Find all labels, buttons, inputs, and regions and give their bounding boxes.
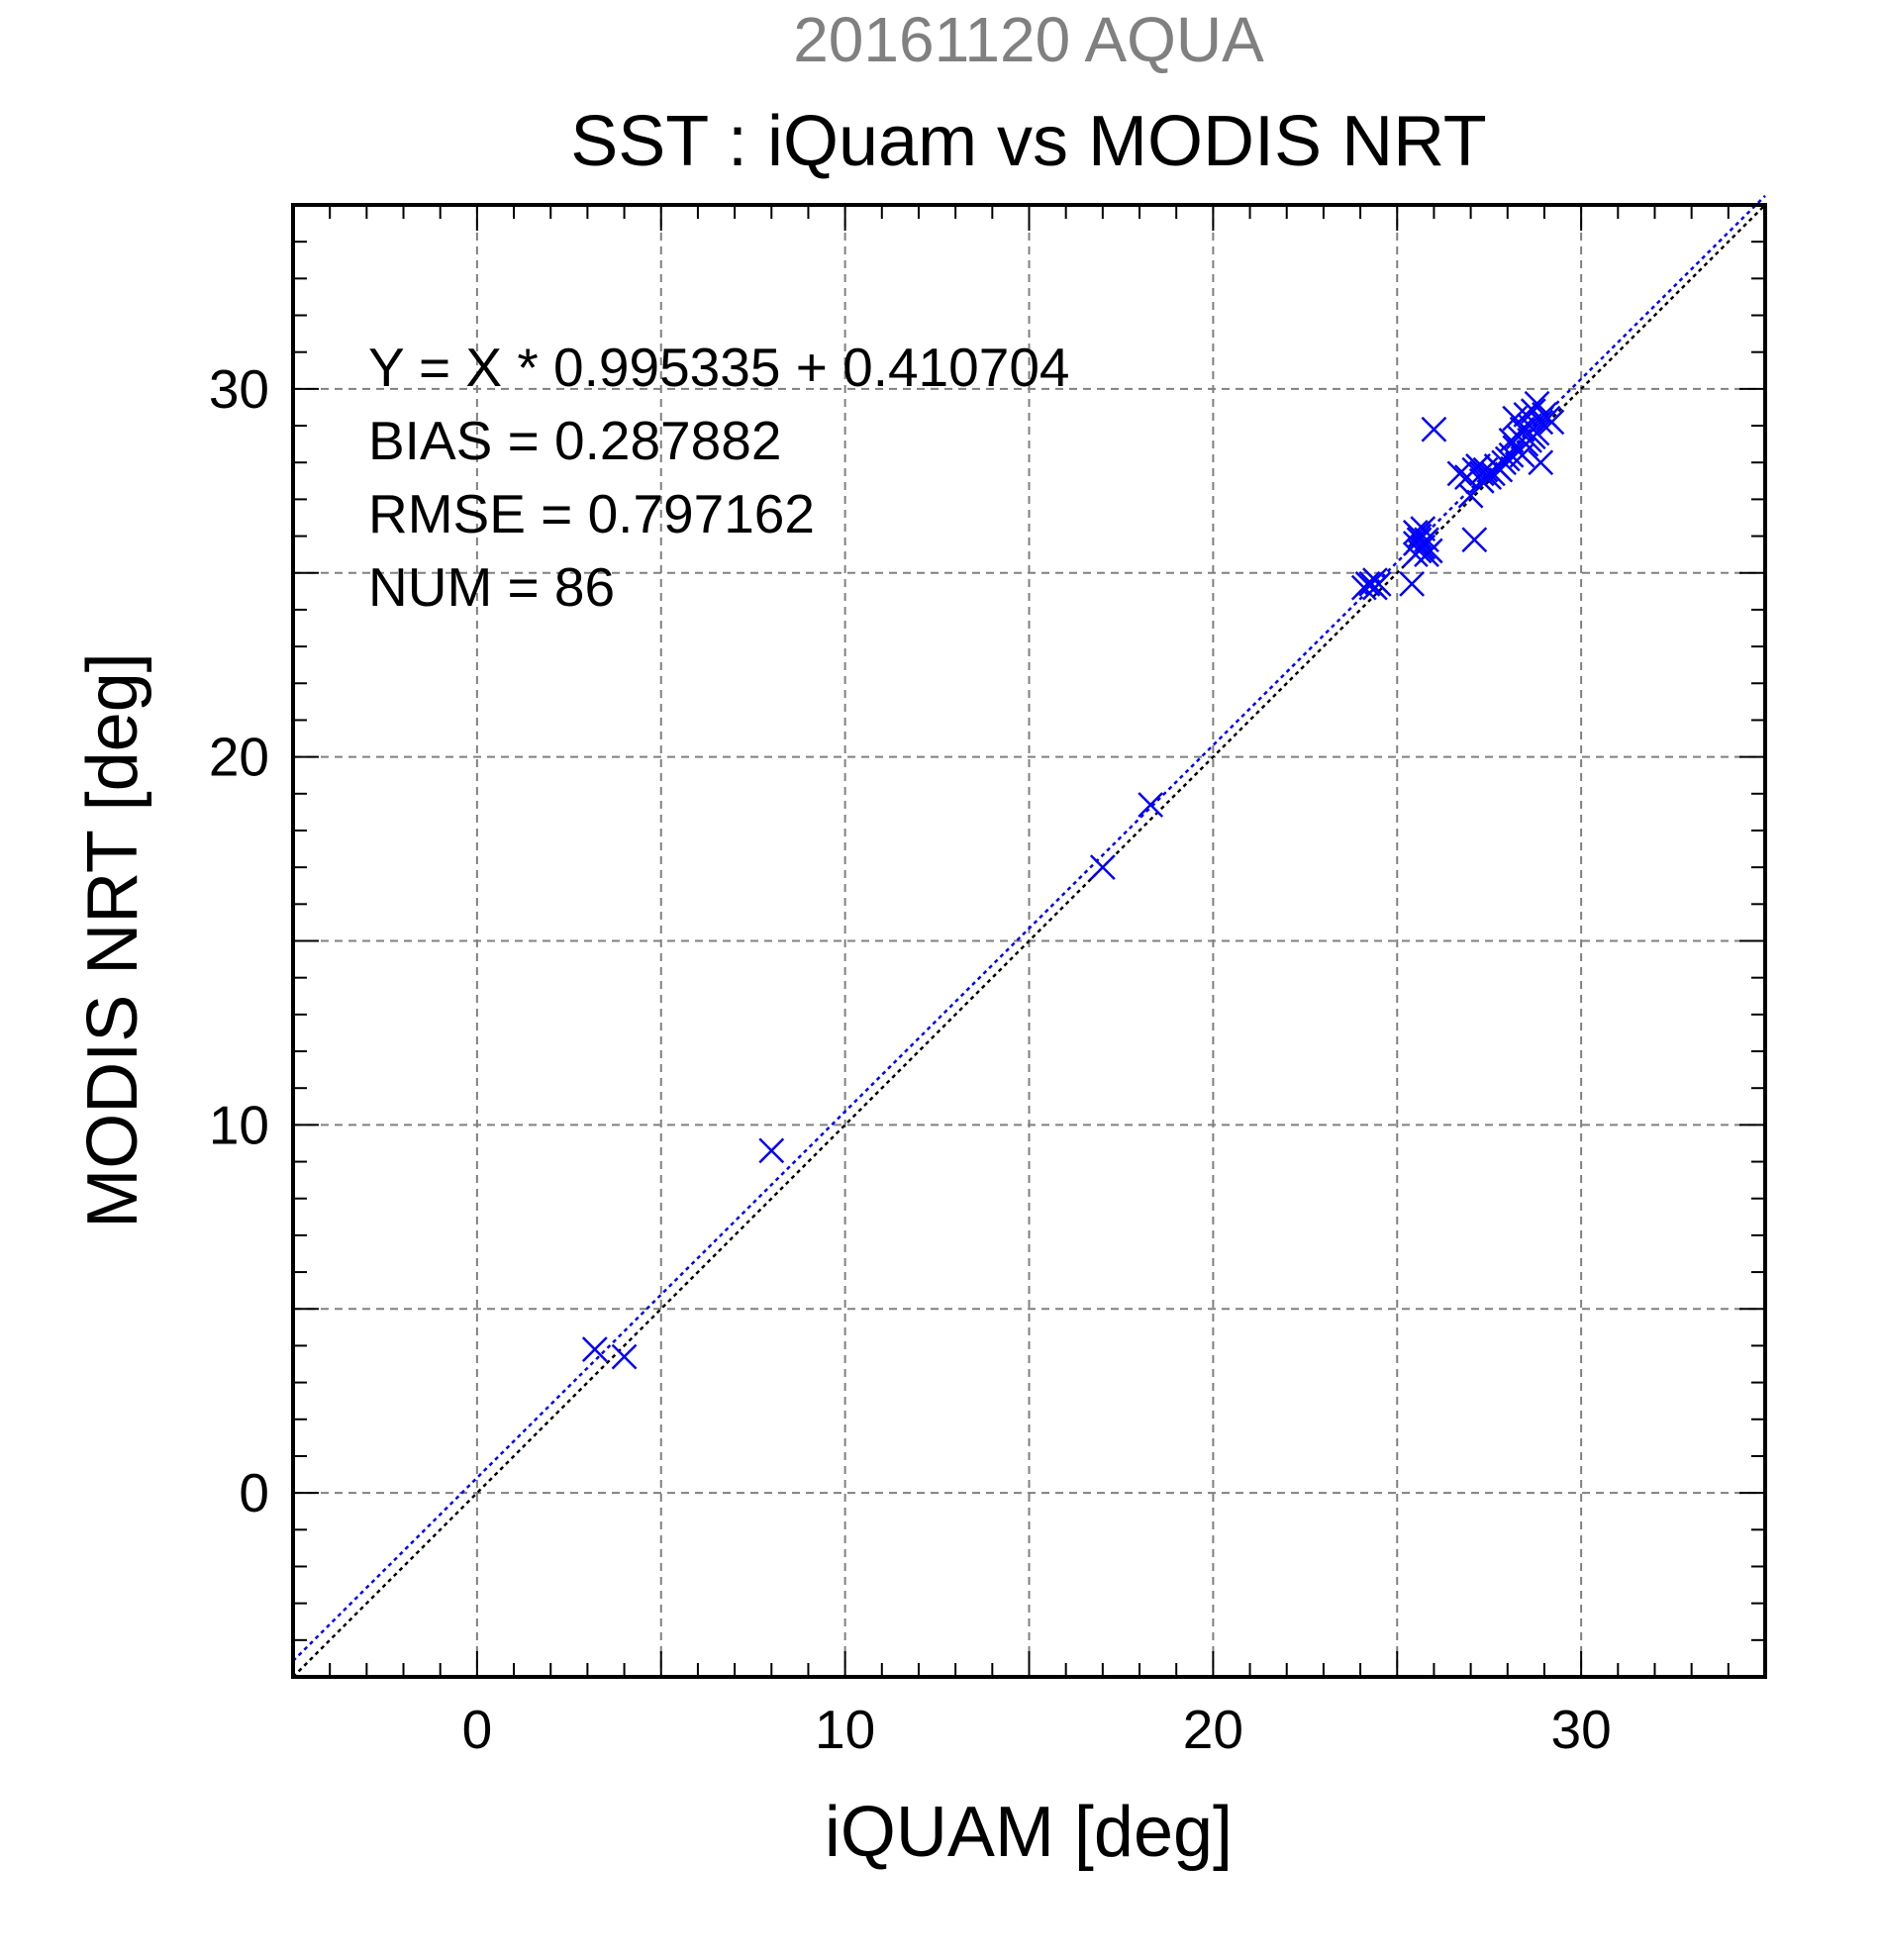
data-point [1468,467,1495,494]
data-point [1399,571,1426,597]
data-point [1528,409,1554,436]
statistics-annotation: Y = X * 0.995335 + 0.410704 BIAS = 0.287… [368,337,1070,618]
stats-bias: BIAS = 0.287882 [368,410,781,471]
y-tick-label: 0 [239,1462,269,1523]
chart-supertitle: 20161120 AQUA [793,4,1264,75]
x-tick-label: 20 [1183,1699,1243,1760]
data-point [581,1336,608,1363]
x-axis-label: iQUAM [deg] [825,1793,1233,1872]
data-point [1406,527,1433,553]
data-point [1421,416,1447,442]
data-point [1446,460,1473,487]
data-point [1354,571,1381,597]
data-point [1461,527,1488,553]
regression-line [292,194,1766,1662]
data-point [1509,441,1535,468]
data-point [1538,409,1565,436]
data-points [581,390,1565,1370]
data-point [1138,792,1164,818]
chart-title: SST : iQuam vs MODIS NRT [570,102,1487,181]
stats-count: NUM = 86 [368,556,615,618]
y-axis-label: MODIS NRT [deg] [73,652,152,1228]
x-tick-label: 0 [462,1699,493,1760]
stats-regression: Y = X * 0.995335 + 0.410704 [368,337,1070,398]
plot-area-frame [291,203,1767,1679]
minor-ticks [292,204,1766,1678]
data-point [1089,854,1116,881]
data-point [1362,567,1388,594]
y-tick-label: 20 [209,727,269,788]
data-point [1498,428,1525,453]
x-tick-label: 10 [815,1699,875,1760]
tick-labels: 0 10 20 30 0 10 20 30 [209,358,1612,1760]
data-point [1528,449,1554,476]
data-point [611,1343,638,1370]
stats-rmse: RMSE = 0.797162 [368,483,815,544]
x-tick-label: 30 [1551,1699,1612,1760]
y-tick-label: 30 [209,358,269,420]
data-point [758,1137,785,1164]
data-point [1410,534,1436,560]
y-tick-label: 10 [209,1094,269,1155]
